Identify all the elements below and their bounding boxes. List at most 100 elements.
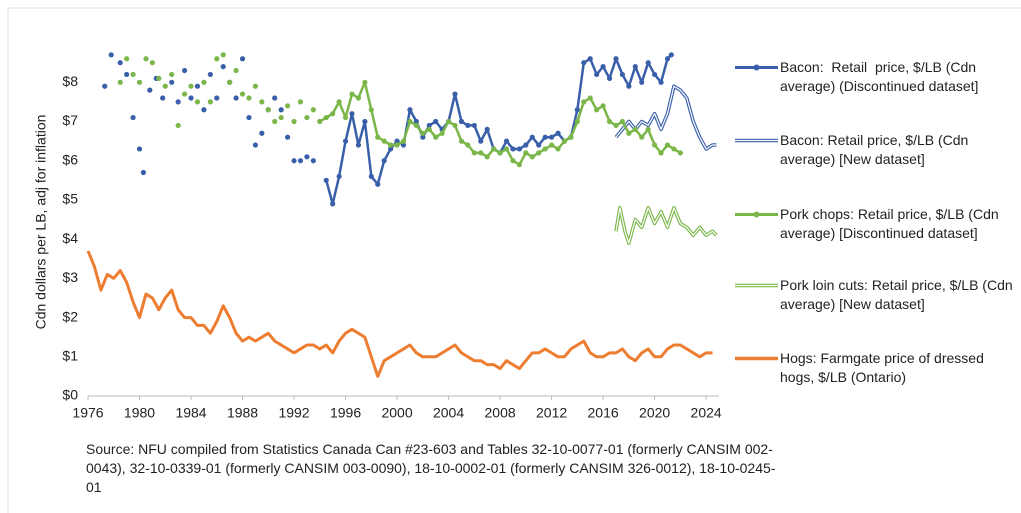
series-marker [664, 142, 671, 148]
series-marker [426, 122, 432, 129]
series-marker [626, 83, 632, 89]
legend-marker [753, 211, 760, 218]
series-marker [272, 118, 278, 125]
series-marker [619, 71, 626, 78]
series-marker [291, 118, 297, 125]
series-marker [458, 138, 465, 144]
series-marker [465, 122, 471, 129]
series-marker [484, 154, 490, 160]
series-marker [342, 114, 349, 121]
series-marker [147, 87, 153, 93]
series-marker [285, 134, 291, 140]
x-tick-label: 2008 [485, 405, 516, 421]
series-marker [497, 150, 503, 156]
series-marker [188, 83, 194, 89]
series-marker [278, 107, 284, 113]
series-marker [330, 111, 336, 117]
series-line-core [615, 207, 717, 244]
series-marker [452, 122, 458, 129]
series-marker [639, 79, 645, 85]
series-marker [259, 99, 265, 105]
series-marker [420, 134, 426, 140]
x-tick-label: 1984 [175, 405, 206, 421]
legend-label: Pork chops: Retail price, $/LB (Cdn aver… [780, 206, 1003, 241]
series-marker [388, 146, 394, 152]
series-marker [587, 56, 593, 62]
series-marker [529, 154, 535, 160]
series-marker [510, 146, 516, 152]
series-marker [272, 95, 278, 101]
series-marker [664, 56, 671, 62]
series-marker [594, 107, 600, 113]
series-marker [349, 111, 355, 117]
series-marker [175, 99, 181, 105]
legend-label: Bacon: Retail price, $/LB (Cdn average) … [780, 132, 973, 167]
series-marker [439, 130, 445, 136]
series-marker [297, 158, 304, 164]
series-marker [108, 52, 114, 58]
series-marker [555, 130, 561, 136]
series-marker [304, 114, 310, 121]
series-marker [581, 60, 587, 66]
legend-label: Pork loin cuts: Retail price, $/LB (Cdn … [780, 277, 1017, 312]
series-marker [394, 142, 400, 148]
series-marker [214, 56, 220, 62]
series-marker [388, 142, 394, 148]
series-marker [677, 150, 683, 156]
series-marker [323, 114, 329, 121]
series-marker [181, 91, 188, 97]
series-marker [368, 107, 374, 113]
y-tick-label: $6 [62, 151, 78, 167]
series-marker [368, 173, 374, 180]
frame [7, 7, 1021, 513]
series-marker [207, 99, 213, 105]
series-marker [349, 91, 355, 97]
series-marker [645, 60, 651, 66]
y-tick-label: $4 [62, 230, 78, 246]
series-marker [136, 146, 143, 152]
series-marker [420, 130, 426, 136]
series-marker [102, 83, 108, 89]
x-tick-label: 2000 [381, 405, 412, 421]
series-marker [265, 107, 271, 113]
y-tick-label: $7 [62, 112, 78, 128]
series-marker [162, 83, 168, 89]
series-marker [362, 118, 368, 125]
series-marker [227, 79, 233, 85]
series-marker [117, 60, 123, 66]
series-marker [548, 134, 555, 140]
series-marker [124, 71, 130, 78]
series-marker [130, 114, 136, 121]
series-marker [606, 118, 613, 125]
series-marker [188, 95, 194, 101]
x-tick-label: 1992 [278, 405, 309, 421]
series-marker [452, 91, 458, 97]
series-marker [310, 107, 316, 113]
series-marker [239, 91, 246, 97]
series-marker [407, 118, 413, 125]
series-marker [632, 64, 638, 70]
series-marker [536, 142, 542, 148]
series-marker [297, 99, 304, 105]
series-marker [587, 95, 593, 101]
series-marker [194, 99, 201, 105]
x-tick-label: 1976 [72, 405, 103, 421]
series-marker [413, 122, 419, 129]
y-tick-label: $0 [62, 387, 78, 403]
legend-label: Hogs: Farmgate price of dressed hogs, $/… [780, 350, 988, 385]
series-marker [671, 146, 677, 152]
legend-marker [753, 64, 760, 71]
series-marker [503, 146, 510, 152]
series-marker [548, 142, 555, 148]
series-marker [478, 150, 484, 156]
series-marker [330, 201, 336, 207]
series-marker [652, 142, 658, 148]
series-marker [413, 118, 419, 125]
series-marker [445, 118, 452, 125]
series-marker [175, 122, 181, 129]
series-marker [220, 64, 226, 70]
series-marker [143, 56, 149, 62]
series-marker [652, 71, 658, 78]
series-marker [220, 52, 226, 58]
